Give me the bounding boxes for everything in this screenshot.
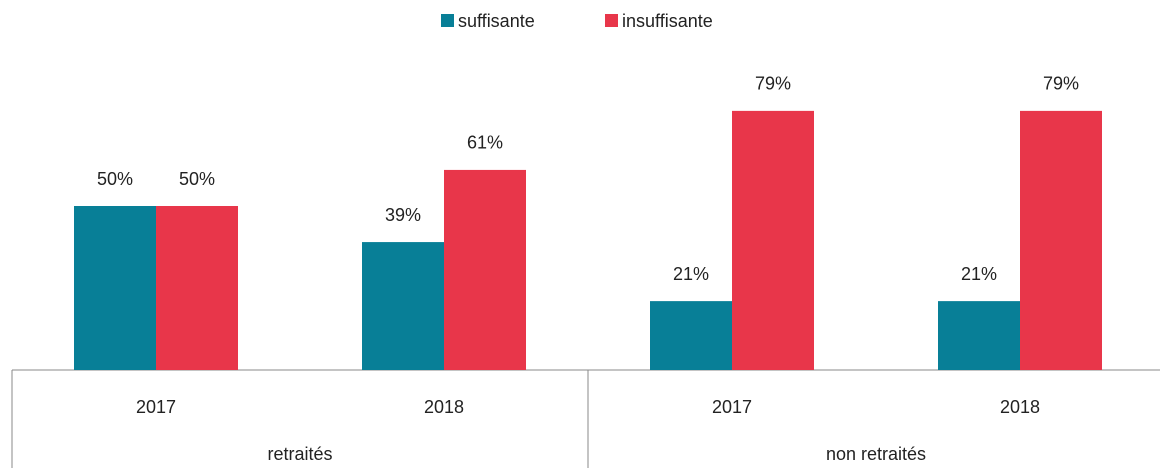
data-label: 21% bbox=[673, 264, 709, 284]
legend-label: suffisante bbox=[458, 11, 535, 31]
data-label: 39% bbox=[385, 205, 421, 225]
bar bbox=[444, 169, 526, 370]
bar bbox=[650, 301, 732, 370]
bar bbox=[156, 206, 238, 370]
legend-label: insuffisante bbox=[622, 11, 713, 31]
legend-swatch bbox=[441, 14, 454, 27]
legend-swatch bbox=[605, 14, 618, 27]
bar bbox=[938, 301, 1020, 370]
bar bbox=[362, 242, 444, 370]
data-label: 79% bbox=[1043, 74, 1079, 94]
data-label: 50% bbox=[97, 169, 133, 189]
data-label: 79% bbox=[755, 74, 791, 94]
data-label: 61% bbox=[467, 133, 503, 153]
data-label: 50% bbox=[179, 169, 215, 189]
group-label: retraités bbox=[267, 444, 332, 464]
data-label: 21% bbox=[961, 264, 997, 284]
group-label: non retraités bbox=[826, 444, 926, 464]
bar bbox=[1020, 110, 1102, 370]
x-tick-label: 2018 bbox=[1000, 397, 1040, 417]
bar bbox=[74, 206, 156, 370]
bar bbox=[732, 110, 814, 370]
x-tick-label: 2017 bbox=[136, 397, 176, 417]
x-tick-label: 2018 bbox=[424, 397, 464, 417]
x-tick-label: 2017 bbox=[712, 397, 752, 417]
